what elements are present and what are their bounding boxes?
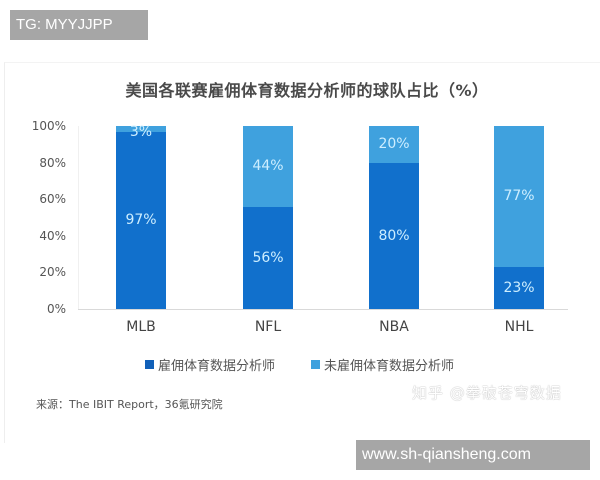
legend-item-not-employ: 未雇佣体育数据分析师 <box>311 355 454 374</box>
bar-segment-not-employ: 77% <box>494 126 544 267</box>
bar-label: 23% <box>503 279 535 296</box>
bar-label: 80% <box>378 227 410 244</box>
bar-mlb: 3% 97% <box>116 125 166 309</box>
bar-nfl: 44% 56% <box>243 126 293 309</box>
watermark-top-left: TG: MYYJJPP <box>10 10 148 40</box>
legend-label: 未雇佣体育数据分析师 <box>324 359 455 374</box>
bar-segment-not-employ: 44% <box>243 126 293 207</box>
legend-item-employ: 雇佣体育数据分析师 <box>145 355 275 374</box>
x-label-nfl: NFL <box>254 319 282 335</box>
bar-segment-not-employ: 3% <box>116 125 166 139</box>
y-tick-20: 20% <box>39 265 66 279</box>
bar-nba: 20% 80% <box>369 126 419 309</box>
bar-label: 56% <box>252 249 284 266</box>
bar-segment-employ: 56% <box>243 206 293 309</box>
bar-label: 77% <box>503 188 535 205</box>
y-tick-40: 40% <box>39 229 66 243</box>
legend-swatch-dark-blue-icon <box>145 360 154 369</box>
bar-nhl: 77% 23% <box>494 126 544 309</box>
legend-swatch-light-blue-icon <box>311 360 321 369</box>
watermark-zhihu: 知乎 @拳破苍穹数据 <box>412 384 562 402</box>
legend-label: 雇佣体育数据分析师 <box>158 359 276 374</box>
y-tick-80: 80% <box>39 156 66 170</box>
bar-segment-employ: 97% <box>116 131 166 309</box>
x-label-nba: NBA <box>379 319 409 335</box>
x-axis-baseline <box>78 309 568 310</box>
watermark-bottom-right: www.sh-qiansheng.com <box>356 440 590 470</box>
y-axis-line <box>78 126 79 309</box>
bar-segment-employ: 23% <box>494 266 544 309</box>
chart-source: 来源：The IBIT Report，36氪研究院 <box>36 398 223 411</box>
bar-label: 97% <box>125 212 157 229</box>
bar-segment-not-employ: 20% <box>369 126 419 163</box>
chart-legend: 雇佣体育数据分析师 未雇佣体育数据分析师 <box>145 355 490 374</box>
bar-label: 44% <box>252 158 284 175</box>
chart-title: 美国各联赛雇佣体育数据分析师的球队占比（%） <box>125 81 489 100</box>
x-label-nhl: NHL <box>504 319 534 335</box>
y-tick-0: 0% <box>46 302 66 316</box>
x-label-mlb: MLB <box>126 319 156 335</box>
y-tick-100: 100% <box>31 119 66 133</box>
bar-label: 3% <box>129 124 153 140</box>
y-tick-60: 60% <box>39 192 66 206</box>
bar-segment-employ: 80% <box>369 162 419 309</box>
bar-label: 20% <box>378 136 410 153</box>
